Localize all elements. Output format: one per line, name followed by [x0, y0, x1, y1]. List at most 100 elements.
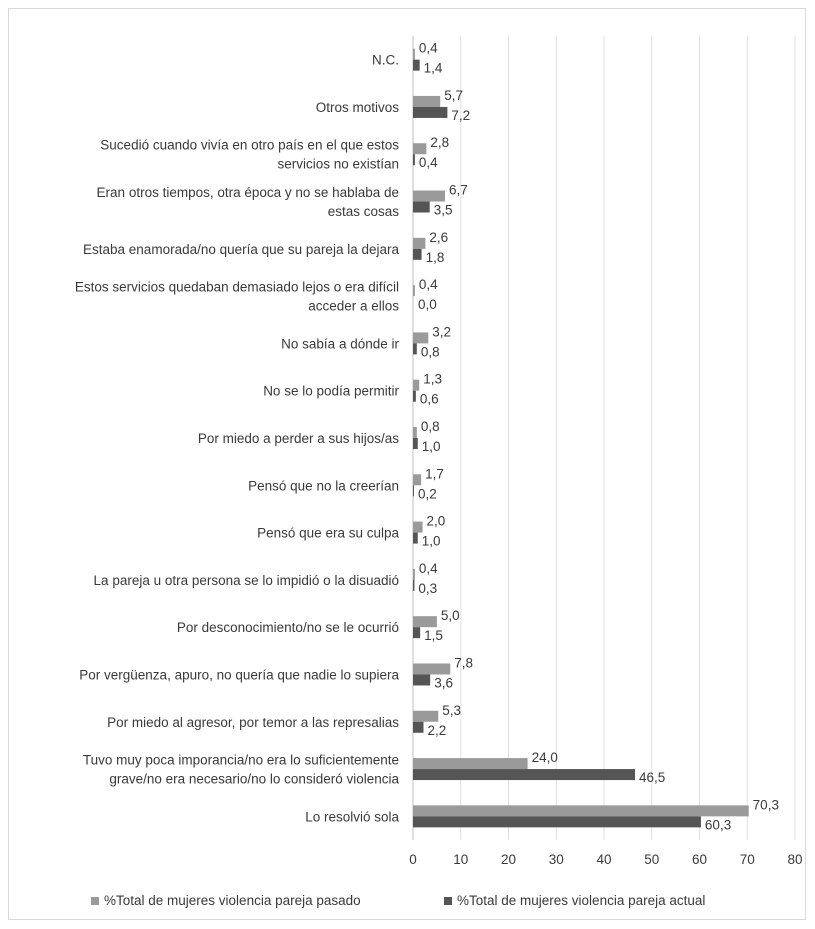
x-tick-label: 20 — [501, 852, 516, 867]
bar-pasado-2 — [413, 143, 427, 155]
value-label-actual: 46,5 — [639, 770, 665, 785]
legend-item-pasado: %Total de mujeres violencia pareja pasad… — [91, 893, 361, 908]
category-label: No se lo podía permitir — [263, 384, 399, 399]
legend-label-pasado: %Total de mujeres violencia pareja pasad… — [104, 893, 361, 908]
category-label: Sucedió cuando vivía en otro país en el … — [100, 138, 399, 172]
value-label-actual: 0,8 — [421, 344, 440, 359]
value-label-pasado: 1,3 — [423, 372, 442, 387]
category-label: Eran otros tiempos, otra época y no se h… — [97, 185, 400, 219]
bar-actual-1 — [413, 106, 448, 118]
category-label: Pensó que no la creerían — [248, 478, 399, 493]
legend-label-actual: %Total de mujeres violencia pareja actua… — [457, 893, 706, 908]
category-label: Estaba enamorada/no quería que su pareja… — [83, 242, 399, 257]
bar-actual-3 — [413, 201, 430, 213]
category-label: Por miedo a perder a sus hijos/as — [198, 431, 399, 446]
x-tick-label: 50 — [644, 852, 659, 867]
value-label-pasado: 6,7 — [449, 183, 468, 198]
value-label-pasado: 5,7 — [444, 88, 463, 103]
value-label-pasado: 5,0 — [441, 608, 460, 623]
category-label: Otros motivos — [316, 100, 400, 115]
legend: %Total de mujeres violencia pareja pasad… — [0, 893, 815, 917]
chart-frame — [8, 8, 806, 920]
value-label-actual: 3,5 — [434, 203, 453, 218]
value-label-actual: 0,2 — [418, 486, 437, 501]
value-label-pasado: 7,8 — [454, 655, 473, 670]
value-label-actual: 0,3 — [418, 581, 437, 596]
value-label-actual: 3,6 — [434, 675, 453, 690]
category-label: Por vergüenza, apuro, no quería que nadi… — [79, 667, 399, 682]
value-label-pasado: 0,4 — [419, 41, 438, 56]
value-label-actual: 2,2 — [428, 723, 447, 738]
bar-actual-11 — [413, 579, 415, 591]
bar-actual-4 — [413, 248, 422, 260]
bar-pasado-8 — [413, 427, 417, 438]
value-label-actual: 1,5 — [424, 628, 443, 643]
value-label-actual: 7,2 — [451, 108, 470, 123]
bar-pasado-15 — [413, 758, 528, 770]
bar-actual-14 — [413, 721, 424, 733]
category-label: Pensó que era su culpa — [257, 526, 399, 541]
x-axis-ticks: 0 10 20 30 40 50 60 70 80 — [409, 852, 802, 867]
bar-actual-8 — [413, 438, 418, 449]
value-label-actual: 1,0 — [422, 534, 441, 549]
x-tick-label: 70 — [740, 852, 755, 867]
bar-pasado-16 — [413, 805, 749, 817]
value-label-pasado: 2,6 — [429, 230, 448, 245]
value-label-pasado: 0,8 — [421, 419, 440, 434]
value-label-pasado: 0,4 — [419, 561, 438, 576]
bar-actual-7 — [413, 390, 416, 402]
bar-actual-13 — [413, 674, 431, 686]
category-label: Por desconocimiento/no se le ocurrió — [177, 620, 399, 635]
x-tick-label: 80 — [787, 852, 802, 867]
value-label-actual: 1,0 — [422, 439, 441, 454]
legend-item-actual: %Total de mujeres violencia pareja actua… — [444, 893, 705, 908]
category-label: La pareja u otra persona se lo impidió o… — [94, 573, 399, 588]
bar-pasado-14 — [413, 710, 439, 722]
bar-actual-16 — [413, 816, 701, 828]
value-label-pasado: 2,8 — [430, 135, 449, 150]
value-label-actual: 0,6 — [420, 392, 439, 407]
bar-pasado-11 — [413, 568, 415, 580]
category-label: Por miedo al agresor, por temor a las re… — [107, 715, 399, 730]
value-label-actual: 60,3 — [705, 817, 731, 832]
bar-pasado-5 — [413, 285, 415, 297]
x-tick-label: 0 — [409, 852, 417, 867]
x-tick-label: 30 — [549, 852, 564, 867]
bar-actual-2 — [413, 154, 415, 166]
value-label-pasado: 24,0 — [532, 750, 558, 765]
bar-pasado-3 — [413, 190, 445, 202]
bar-actual-6 — [413, 343, 417, 355]
value-label-actual: 1,8 — [426, 250, 445, 265]
value-label-actual: 0,4 — [419, 155, 438, 170]
x-tick-label: 40 — [596, 852, 611, 867]
grid-lines — [412, 36, 796, 840]
bar-actual-9 — [413, 485, 414, 497]
value-label-actual: 1,4 — [424, 61, 443, 76]
value-labels: 0,4 1,45,7 7,22,8 0,4 6,7 3,5 2,6 1,8 0,4 0,0 3,2 0… — [418, 41, 779, 833]
category-label: N.C. — [372, 53, 399, 68]
category-label: Estos servicios quedaban demasiado lejos… — [75, 280, 399, 314]
bar-pasado-7 — [413, 379, 420, 391]
bar-pasado-4 — [413, 237, 426, 249]
bar-actual-12 — [413, 627, 421, 639]
value-label-pasado: 1,7 — [425, 466, 444, 481]
value-label-pasado: 3,2 — [432, 324, 451, 339]
bar-pasado-0 — [413, 48, 415, 60]
value-label-actual: 0,0 — [418, 297, 437, 312]
bar-pasado-12 — [413, 616, 437, 628]
x-tick-label: 60 — [692, 852, 707, 867]
category-label: Tuvo muy poca imporancia/no era lo sufic… — [83, 753, 400, 787]
bar-actual-0 — [413, 59, 420, 71]
bar-pasado-10 — [413, 521, 423, 533]
bars — [413, 48, 749, 828]
category-labels: N.C. Otros motivos Sucedió cuando vivía en… — [75, 53, 400, 825]
bar-actual-10 — [413, 532, 418, 544]
value-label-pasado: 0,4 — [419, 277, 438, 292]
bar-pasado-6 — [413, 332, 429, 344]
value-label-pasado: 70,3 — [753, 797, 779, 812]
value-label-pasado: 5,3 — [442, 703, 461, 718]
category-label: Lo resolvió sola — [305, 809, 399, 824]
bar-pasado-9 — [413, 474, 422, 486]
bar-actual-15 — [413, 769, 636, 781]
